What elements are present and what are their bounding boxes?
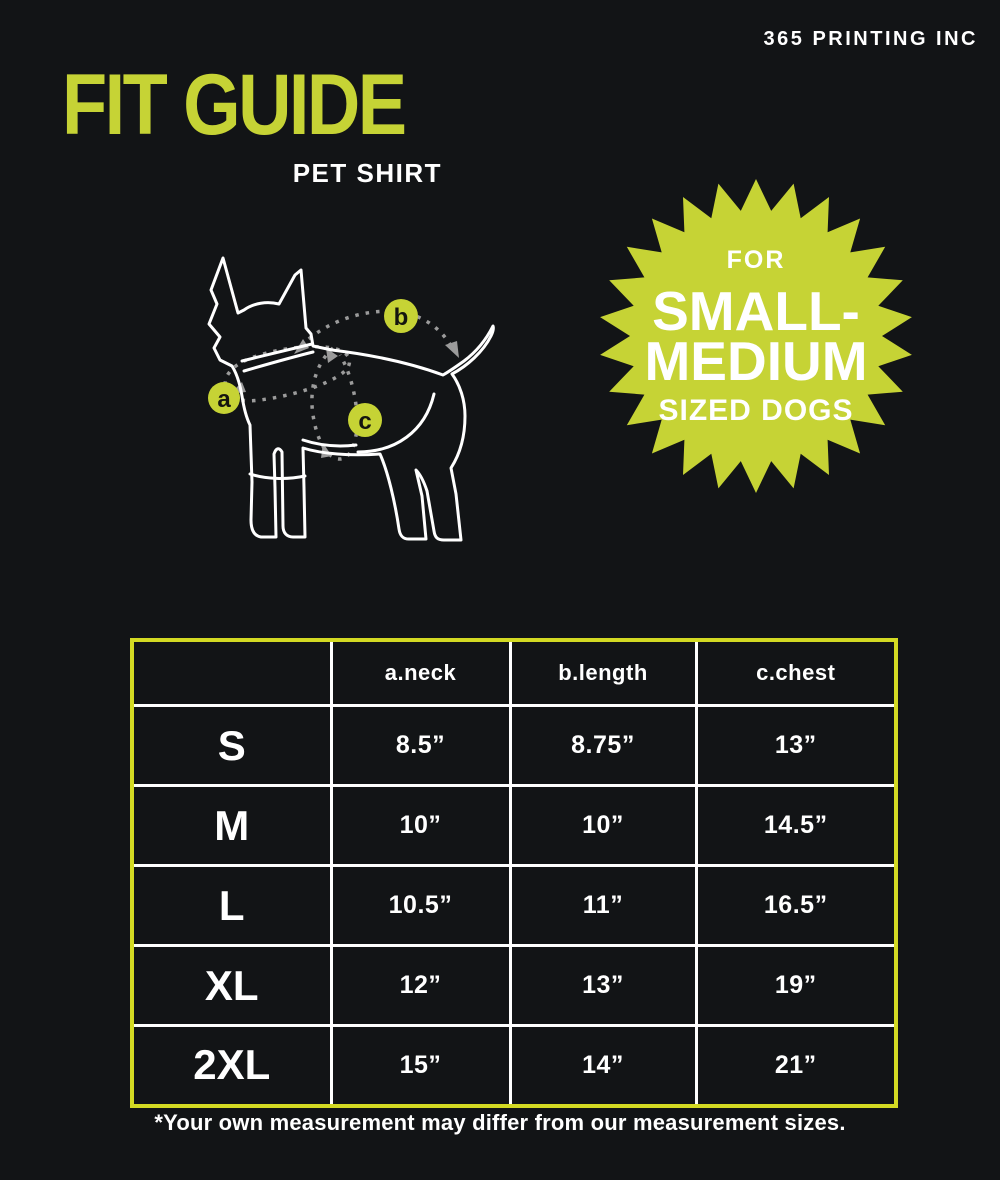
measurement-disclaimer: *Your own measurement may differ from ou… [154, 1110, 846, 1135]
brand-name: 365 PRINTING INC [763, 28, 978, 50]
neck-value: 8.5” [329, 704, 512, 787]
size-table: a.neck b.length c.chest S 8.5” 8.75” 13”… [130, 638, 898, 1108]
badge-line-small: SMALL- [652, 280, 860, 342]
chest-value: 19” [694, 944, 898, 1027]
size-label: 2XL [130, 1024, 333, 1107]
badge-line-for: FOR [726, 246, 786, 274]
length-value: 14” [508, 1024, 698, 1107]
column-header-length: b.length [508, 638, 698, 707]
neck-value: 12” [329, 944, 512, 1027]
measure-markers: a b c [208, 299, 418, 437]
length-measure-arc [299, 309, 456, 353]
size-label: S [130, 704, 333, 787]
length-value: 8.75” [508, 704, 698, 787]
badge-line-medium: MEDIUM [644, 329, 868, 392]
marker-c-circle [348, 403, 382, 437]
page-title: FIT GUIDE [62, 57, 407, 153]
shirt-sleeve-line [248, 472, 307, 480]
title-block: FIT GUIDE PET SHIRT [62, 62, 442, 189]
column-header-neck: a.neck [329, 638, 512, 707]
column-header-chest: c.chest [694, 638, 898, 707]
marker-b-label: b [394, 304, 409, 331]
marker-a-circle [208, 382, 240, 414]
starburst-shape [600, 179, 912, 493]
badge-line-sized-dogs: SIZED DOGS [658, 394, 854, 427]
neck-value: 10.5” [329, 864, 512, 947]
chest-value: 21” [694, 1024, 898, 1107]
marker-b-circle [384, 299, 418, 333]
length-value: 11” [508, 864, 698, 947]
marker-c-label: c [358, 408, 371, 435]
table-row-s: S 8.5” 8.75” 13” [130, 704, 898, 787]
badge-text: FOR SMALL- MEDIUM SIZED DOGS [591, 171, 921, 501]
corner-cell [130, 638, 333, 707]
hind-leg-haunch-line [356, 392, 436, 454]
chest-value: 14.5” [694, 784, 898, 867]
shirt-collar-lines [240, 342, 315, 373]
size-label: M [130, 784, 333, 867]
chest-measure-loop [310, 346, 359, 461]
shirt-hem-line [301, 438, 358, 448]
size-label: XL [130, 944, 333, 1027]
table-row-2xl: 2XL 15” 14” 21” [130, 1024, 898, 1107]
marker-a-label: a [217, 386, 231, 413]
neck-value: 15” [329, 1024, 512, 1107]
size-table-header-row: a.neck b.length c.chest [130, 638, 898, 707]
size-category-badge: FOR SMALL- MEDIUM SIZED DOGS [591, 171, 921, 501]
neck-value: 10” [329, 784, 512, 867]
chest-value: 13” [694, 704, 898, 787]
table-row-l: L 10.5” 11” 16.5” [130, 864, 898, 947]
length-value: 10” [508, 784, 698, 867]
table-row-m: M 10” 10” 14.5” [130, 784, 898, 867]
dog-measurement-diagram: a b c [180, 244, 520, 556]
dog-outline-illustration: a b c [207, 256, 495, 542]
chest-value: 16.5” [694, 864, 898, 947]
length-value: 13” [508, 944, 698, 1027]
size-label: L [130, 864, 333, 947]
table-row-xl: XL 12” 13” 19” [130, 944, 898, 1027]
page-subtitle: PET SHIRT [292, 158, 442, 188]
dog-body-outline [207, 256, 495, 542]
